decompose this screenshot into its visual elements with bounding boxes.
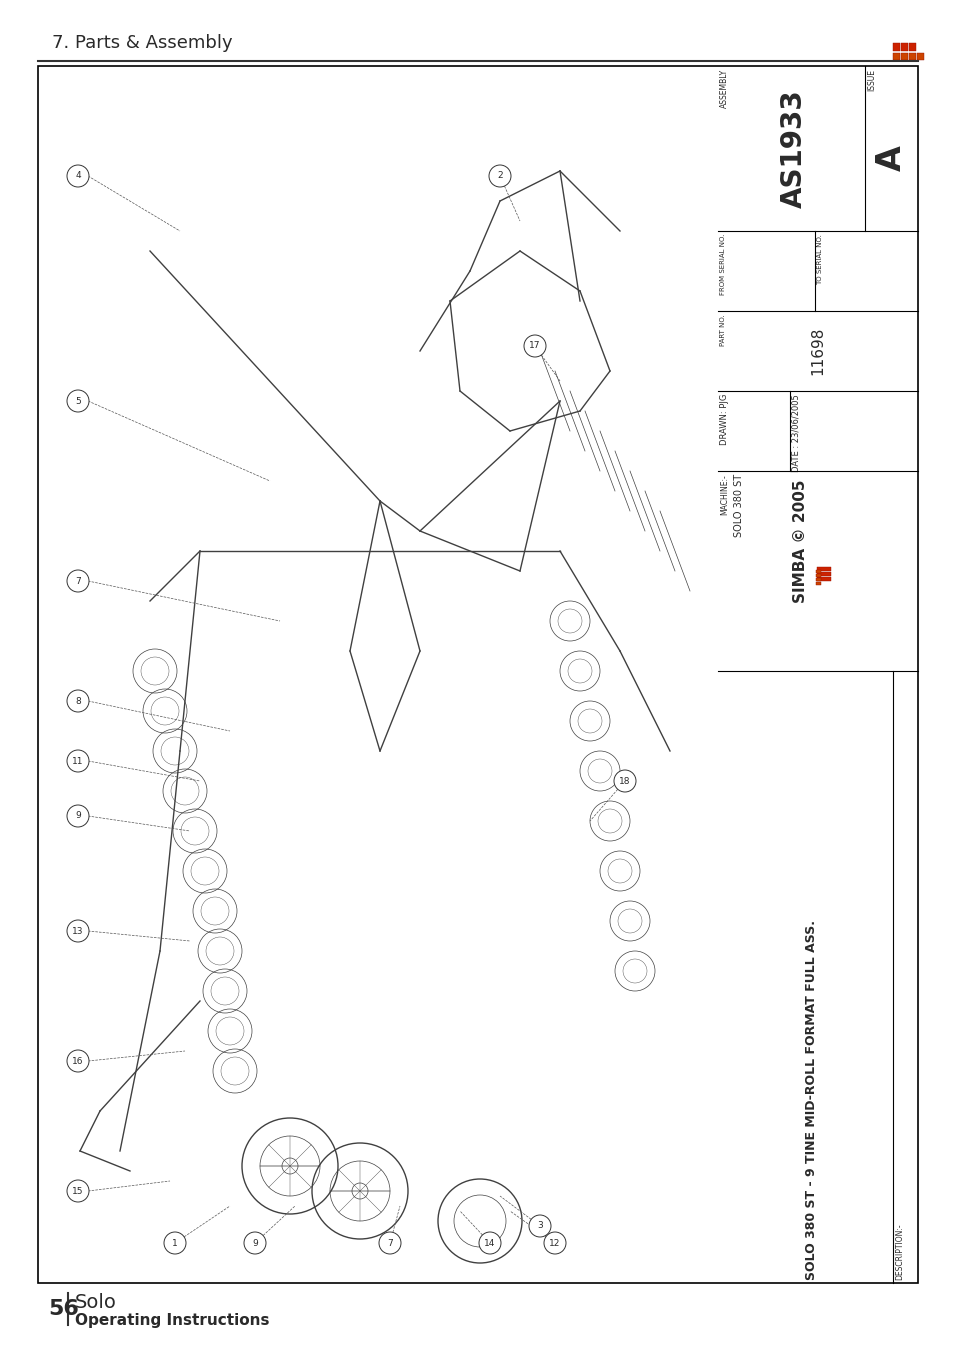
Text: AS1933: AS1933 bbox=[779, 89, 806, 208]
Circle shape bbox=[614, 770, 636, 792]
Text: 11: 11 bbox=[72, 757, 84, 766]
Circle shape bbox=[529, 1215, 551, 1238]
Circle shape bbox=[164, 1232, 186, 1254]
Text: 9: 9 bbox=[252, 1239, 257, 1247]
Text: 1: 1 bbox=[172, 1239, 177, 1247]
Text: TO SERIAL NO.: TO SERIAL NO. bbox=[816, 234, 822, 285]
Text: 9: 9 bbox=[75, 812, 81, 820]
Text: Solo: Solo bbox=[75, 1293, 117, 1313]
Text: 7: 7 bbox=[75, 577, 81, 585]
Circle shape bbox=[67, 920, 89, 942]
Bar bbox=[892, 53, 899, 59]
Circle shape bbox=[67, 390, 89, 412]
Text: DESCRIPTION:-: DESCRIPTION:- bbox=[894, 1224, 903, 1279]
Circle shape bbox=[543, 1232, 565, 1254]
Bar bbox=[817, 571, 831, 576]
Text: DATE : 23/06/2005: DATE : 23/06/2005 bbox=[791, 394, 801, 471]
Text: 12: 12 bbox=[549, 1239, 560, 1247]
Bar bbox=[817, 577, 831, 581]
Text: PART NO.: PART NO. bbox=[720, 313, 725, 346]
Bar bbox=[916, 53, 923, 59]
Text: DRAWN: PJG: DRAWN: PJG bbox=[720, 394, 728, 446]
Bar bbox=[908, 53, 915, 59]
Circle shape bbox=[67, 165, 89, 186]
Text: 13: 13 bbox=[72, 927, 84, 935]
Circle shape bbox=[523, 335, 545, 357]
Text: ASSEMBLY: ASSEMBLY bbox=[720, 69, 728, 108]
Bar bbox=[816, 578, 821, 581]
Circle shape bbox=[378, 1232, 400, 1254]
Text: 18: 18 bbox=[618, 777, 630, 785]
Bar bbox=[892, 43, 899, 51]
Text: 7: 7 bbox=[387, 1239, 393, 1247]
Text: 16: 16 bbox=[72, 1056, 84, 1066]
Text: 11698: 11698 bbox=[810, 327, 824, 376]
Circle shape bbox=[489, 165, 511, 186]
Circle shape bbox=[67, 690, 89, 712]
Circle shape bbox=[67, 750, 89, 771]
Text: 15: 15 bbox=[72, 1186, 84, 1196]
Circle shape bbox=[67, 570, 89, 592]
Bar bbox=[900, 43, 907, 51]
Text: 7. Parts & Assembly: 7. Parts & Assembly bbox=[52, 34, 233, 51]
Bar bbox=[816, 574, 821, 577]
Text: 5: 5 bbox=[75, 396, 81, 405]
Text: 56: 56 bbox=[48, 1300, 79, 1319]
Circle shape bbox=[244, 1232, 266, 1254]
Text: FROM SERIAL NO.: FROM SERIAL NO. bbox=[720, 234, 725, 296]
Text: 3: 3 bbox=[537, 1221, 542, 1231]
Text: SIMBA © 2005: SIMBA © 2005 bbox=[792, 480, 807, 603]
Text: 17: 17 bbox=[529, 342, 540, 350]
Text: 4: 4 bbox=[75, 172, 81, 181]
Text: ISSUE: ISSUE bbox=[866, 69, 875, 91]
Circle shape bbox=[478, 1232, 500, 1254]
Bar bbox=[816, 570, 821, 573]
Bar bbox=[817, 567, 831, 571]
Circle shape bbox=[67, 805, 89, 827]
Text: MACHINE:-: MACHINE:- bbox=[720, 474, 728, 515]
Text: SOLO 380 ST - 9 TINE MID-ROLL FORMAT FULL ASS.: SOLO 380 ST - 9 TINE MID-ROLL FORMAT FUL… bbox=[804, 920, 818, 1279]
Circle shape bbox=[67, 1050, 89, 1071]
Text: 14: 14 bbox=[484, 1239, 496, 1247]
Circle shape bbox=[67, 1179, 89, 1202]
Bar bbox=[900, 53, 907, 59]
Bar bbox=[908, 43, 915, 51]
Text: 2: 2 bbox=[497, 172, 502, 181]
Text: A: A bbox=[874, 146, 907, 172]
Bar bbox=[816, 582, 821, 585]
Text: 8: 8 bbox=[75, 697, 81, 705]
Text: Operating Instructions: Operating Instructions bbox=[75, 1313, 269, 1328]
Text: SOLO 380 ST: SOLO 380 ST bbox=[733, 474, 743, 538]
